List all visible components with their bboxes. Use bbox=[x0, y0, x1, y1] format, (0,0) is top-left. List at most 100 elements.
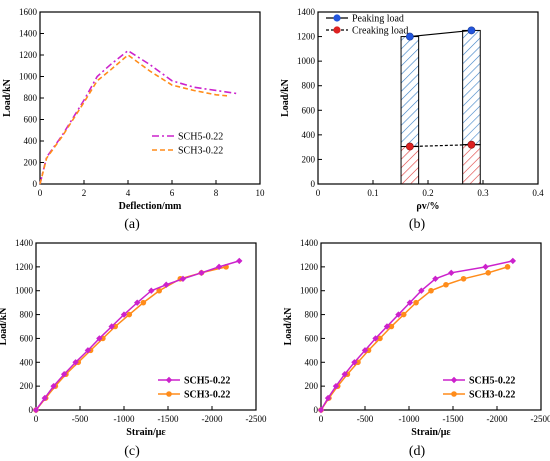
peak-point bbox=[405, 32, 414, 41]
data-point bbox=[50, 382, 57, 390]
y-tick-label: 1600 bbox=[19, 7, 38, 17]
peak-point bbox=[467, 26, 476, 35]
y-tick-label: 400 bbox=[24, 136, 38, 146]
data-point bbox=[413, 299, 419, 306]
data-point bbox=[108, 323, 115, 330]
legend-label: Peaking load bbox=[352, 14, 404, 25]
data-point bbox=[406, 299, 414, 306]
data-point bbox=[84, 347, 92, 354]
x-tick-label: -500 bbox=[357, 414, 374, 424]
data-point bbox=[41, 394, 48, 402]
y-tick-label: 1400 bbox=[300, 238, 319, 248]
bar-peak bbox=[400, 36, 420, 148]
x-tick-label: 6 bbox=[170, 188, 175, 198]
data-point bbox=[215, 263, 223, 271]
data-point bbox=[418, 287, 425, 294]
crack-point bbox=[405, 142, 414, 151]
caption-b: (b) bbox=[409, 217, 426, 232]
plot-frame bbox=[35, 242, 257, 411]
y-tick-label: 1400 bbox=[15, 238, 34, 248]
legend-label: SCH3-0.22 bbox=[469, 390, 515, 401]
x-tick-label: 0.2 bbox=[422, 188, 433, 198]
x-axis-label: Strain/με bbox=[411, 427, 451, 438]
legend-label: SCH3-0.22 bbox=[178, 146, 223, 157]
y-tick-label: 0 bbox=[29, 405, 34, 415]
data-point bbox=[72, 359, 79, 366]
data-point bbox=[148, 287, 155, 294]
y-tick-label: 200 bbox=[302, 154, 316, 164]
y-tick-label: 200 bbox=[305, 381, 319, 391]
data-point bbox=[504, 264, 511, 270]
data-point bbox=[60, 371, 68, 378]
x-tick-label: 0.1 bbox=[367, 188, 378, 198]
y-axis-label: Load/kN bbox=[283, 307, 294, 346]
panel-a-chart: 0 2 4 6 8 10 0 200 400 600 800 1000 1200 1400 1600 Defl… bbox=[2, 7, 265, 212]
bar-peak bbox=[462, 29, 481, 146]
y-axis-label: Load/kN bbox=[0, 307, 9, 346]
y-tick-label: 200 bbox=[24, 158, 38, 168]
x-tick-label: -500 bbox=[72, 414, 89, 424]
data-point bbox=[134, 299, 141, 306]
plot-frame bbox=[39, 11, 261, 185]
series-line-SCH5-0.22 bbox=[35, 260, 240, 411]
caption-a: (a) bbox=[124, 217, 140, 232]
x-tick-label: -2500 bbox=[531, 414, 550, 424]
bar-crack bbox=[400, 146, 420, 185]
legend-label: Creaking load bbox=[352, 26, 408, 37]
panel-d-chart: 0 -500 -1000 -1500 -2000 -2500 0 200 400 600 800 10… bbox=[283, 238, 550, 438]
y-tick-label: 800 bbox=[305, 310, 319, 320]
panel-c-chart: 0 -500 -1000 -1500 -2000 -2500 0 200 400 600 800 10… bbox=[0, 238, 267, 438]
y-tick-label: 400 bbox=[302, 130, 316, 140]
data-point bbox=[198, 269, 205, 277]
data-point bbox=[377, 335, 383, 342]
y-tick-label: 1200 bbox=[300, 262, 319, 272]
data-point bbox=[341, 371, 348, 378]
legend-label: SCH3-0.22 bbox=[184, 390, 230, 401]
y-tick-label: 1400 bbox=[19, 29, 38, 39]
y-tick-label: 1000 bbox=[15, 286, 34, 296]
y-tick-label: 600 bbox=[20, 333, 34, 343]
data-point bbox=[324, 394, 332, 402]
peak-line bbox=[409, 29, 472, 38]
y-tick-label: 1200 bbox=[297, 32, 316, 42]
y-tick-label: 0 bbox=[314, 405, 319, 415]
data-point bbox=[120, 311, 128, 318]
data-point bbox=[388, 323, 395, 330]
y-tick-label: 800 bbox=[24, 93, 38, 103]
y-tick-label: 400 bbox=[305, 357, 319, 367]
data-point bbox=[485, 270, 492, 276]
y-tick-label: 1200 bbox=[15, 262, 34, 272]
x-tick-label: 10 bbox=[256, 188, 266, 198]
series-line-SCH5-0.22 bbox=[320, 260, 514, 411]
crack-point bbox=[467, 140, 476, 149]
x-tick-label: -1000 bbox=[114, 414, 135, 424]
panel-b-chart: 0 0.1 0.2 0.3 0.4 0 200 400 600 800 1000 1200 1400 ρv… bbox=[280, 7, 544, 212]
x-tick-label: 2 bbox=[82, 188, 87, 198]
data-point bbox=[482, 263, 489, 271]
x-tick-label: -1500 bbox=[443, 414, 464, 424]
data-point bbox=[32, 406, 40, 414]
x-tick-label: 0 bbox=[319, 414, 324, 424]
legend-marker bbox=[333, 14, 341, 22]
series-line-SCH5-0.22 bbox=[39, 49, 239, 185]
legend-marker bbox=[450, 376, 458, 384]
y-tick-label: 400 bbox=[20, 357, 34, 367]
y-tick-label: 0 bbox=[311, 179, 316, 189]
caption-d: (d) bbox=[409, 444, 426, 459]
data-point bbox=[126, 311, 133, 318]
x-axis-label: Strain/με bbox=[126, 427, 166, 438]
legend-label: SCH5-0.22 bbox=[178, 132, 223, 143]
y-tick-label: 0 bbox=[33, 179, 38, 189]
bar-crack bbox=[462, 144, 481, 185]
x-axis-label: ρv/% bbox=[416, 201, 439, 212]
x-tick-label: 0.3 bbox=[477, 188, 489, 198]
y-tick-label: 1000 bbox=[297, 56, 316, 66]
x-tick-label: 0 bbox=[34, 414, 39, 424]
x-tick-label: -2000 bbox=[487, 414, 508, 424]
data-point bbox=[372, 335, 379, 342]
legend-marker bbox=[333, 26, 341, 34]
data-point bbox=[448, 269, 455, 277]
x-tick-label: -1500 bbox=[158, 414, 179, 424]
data-point bbox=[432, 275, 439, 282]
